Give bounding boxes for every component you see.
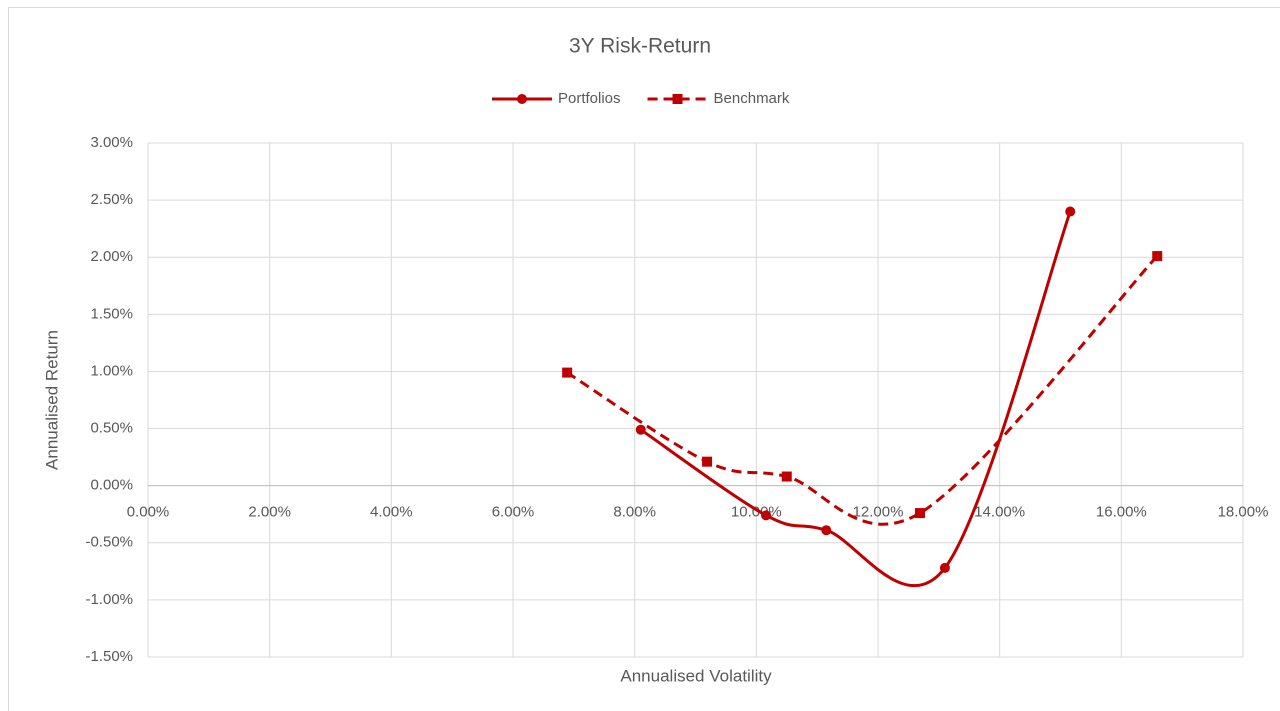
- data-point: [781, 471, 792, 482]
- legend-marker: [517, 94, 527, 104]
- data-point: [702, 456, 713, 467]
- data-point: [1065, 206, 1076, 217]
- y-tick-label: -0.50%: [85, 534, 133, 551]
- x-tick-label: 6.00%: [492, 504, 535, 521]
- y-tick-label: 1.00%: [90, 362, 133, 379]
- x-tick-label: 14.00%: [974, 504, 1025, 521]
- data-point: [562, 367, 573, 378]
- y-tick-label: -1.00%: [85, 591, 133, 608]
- y-tick-label: 3.00%: [90, 134, 133, 151]
- legend-label: Portfolios: [558, 90, 621, 107]
- data-point: [821, 525, 832, 536]
- y-tick-label: 2.00%: [90, 248, 133, 265]
- y-tick-label: 0.50%: [90, 420, 133, 437]
- series-line: [639, 211, 1072, 587]
- x-tick-label: 8.00%: [613, 504, 656, 521]
- x-tick-label: 2.00%: [248, 504, 291, 521]
- data-point: [635, 424, 646, 435]
- y-tick-label: 0.00%: [90, 477, 133, 494]
- chart-title: 3Y Risk-Return: [569, 35, 711, 58]
- data-point: [939, 562, 950, 573]
- data-point: [914, 508, 925, 519]
- data-point: [761, 510, 772, 521]
- x-tick-label: 4.00%: [370, 504, 413, 521]
- x-tick-label: 0.00%: [127, 504, 170, 521]
- legend-label: Benchmark: [714, 90, 790, 107]
- chart-border: [8, 7, 1280, 711]
- y-tick-label: 2.50%: [90, 191, 133, 208]
- x-axis-title: Annualised Volatility: [620, 666, 772, 685]
- x-tick-label: 12.00%: [853, 504, 904, 521]
- y-tick-label: 1.50%: [90, 305, 133, 322]
- x-tick-label: 16.00%: [1096, 504, 1147, 521]
- y-tick-label: -1.50%: [85, 648, 133, 665]
- data-point: [1152, 251, 1163, 262]
- legend-marker: [672, 94, 683, 104]
- y-axis-title: Annualised Return: [42, 330, 61, 470]
- x-tick-label: 18.00%: [1218, 504, 1269, 521]
